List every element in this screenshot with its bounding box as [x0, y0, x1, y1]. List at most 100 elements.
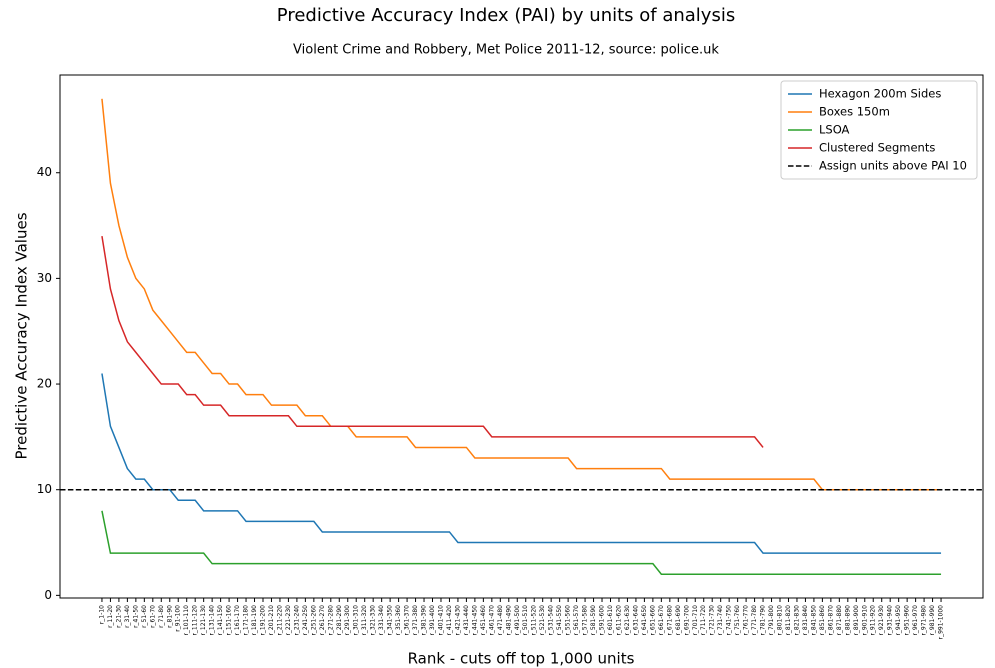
- x-tick-label: r_581-590: [590, 605, 597, 636]
- x-tick-label: r_531-540: [548, 605, 555, 636]
- series-line: [101, 510, 942, 575]
- x-axis-label: Rank - cuts off top 1,000 units: [408, 650, 635, 668]
- y-tick-label: 40: [37, 165, 52, 179]
- x-tick-label: r_211-220: [276, 605, 283, 636]
- x-tick-label: r_701-710: [692, 605, 699, 636]
- x-tick-label: r_491-500: [514, 605, 521, 636]
- y-tick-label: 30: [37, 271, 52, 285]
- x-tick-label: r_791-800: [768, 605, 775, 636]
- x-tick-label: r_321-330: [370, 605, 377, 636]
- x-tick-label: r_341-350: [387, 605, 394, 636]
- x-tick-label: r_21-30: [115, 605, 122, 628]
- x-tick-label: r_241-250: [302, 605, 309, 636]
- x-tick-label: r_271-280: [327, 605, 334, 636]
- x-tick-label: r_411-420: [446, 605, 453, 636]
- x-tick-label: r_751-760: [734, 605, 741, 636]
- x-tick-label: r_371-380: [412, 605, 419, 636]
- x-tick-label: r_481-490: [505, 605, 512, 636]
- x-tick-label: r_151-160: [226, 605, 233, 636]
- x-tick-label: r_631-640: [632, 605, 639, 636]
- x-tick-label: r_661-670: [658, 605, 665, 636]
- x-tick-label: r_71-80: [158, 605, 165, 628]
- x-tick-label: r_831-840: [802, 605, 809, 636]
- x-tick-label: r_981-990: [929, 605, 936, 636]
- x-tick-label: r_781-790: [760, 605, 767, 636]
- chart-subtitle: Violent Crime and Robbery, Met Police 20…: [293, 43, 719, 58]
- x-tick-label: r_731-740: [717, 605, 724, 636]
- x-tick-label: r_81-90: [166, 605, 173, 628]
- x-tick-label: r_121-130: [200, 605, 207, 636]
- x-tick-label: r_61-70: [149, 605, 156, 628]
- x-tick-label: r_301-310: [353, 605, 360, 636]
- x-tick-label: r_921-930: [878, 605, 885, 636]
- x-tick-label: r_101-110: [183, 605, 190, 636]
- x-tick-label: r_601-610: [607, 605, 614, 636]
- x-tick-label: r_141-150: [217, 605, 224, 636]
- legend-label: Assign units above PAI 10: [819, 159, 967, 173]
- x-tick-label: r_991-1000: [938, 605, 945, 640]
- x-tick-label: r_691-700: [683, 605, 690, 636]
- x-tick-label: r_201-210: [268, 605, 275, 636]
- x-tick-label: r_541-550: [556, 605, 563, 636]
- x-tick-label: r_291-300: [344, 605, 351, 636]
- legend-label: Hexagon 200m Sides: [819, 87, 941, 101]
- x-tick-label: r_31-40: [124, 605, 131, 628]
- x-tick-label: r_311-320: [361, 605, 368, 636]
- x-tick-label: r_401-410: [437, 605, 444, 636]
- x-tick-label: r_191-200: [259, 605, 266, 636]
- legend-label: Boxes 150m: [819, 105, 890, 119]
- x-tick-label: r_891-900: [853, 605, 860, 636]
- x-tick-label: r_251-260: [310, 605, 317, 636]
- x-tick-label: r_331-340: [378, 605, 385, 636]
- series-line: [101, 98, 942, 491]
- x-tick-label: r_431-440: [463, 605, 470, 636]
- x-tick-label: r_391-400: [429, 605, 436, 636]
- x-tick-label: r_501-510: [522, 605, 529, 636]
- x-tick-label: r_561-570: [573, 605, 580, 636]
- x-tick-label: r_641-650: [641, 605, 648, 636]
- x-tick-label: r_41-50: [132, 605, 139, 628]
- x-tick-label: r_421-430: [454, 605, 461, 636]
- x-tick-label: r_741-750: [726, 605, 733, 636]
- x-tick-label: r_871-880: [836, 605, 843, 636]
- x-tick-label: r_951-960: [904, 605, 911, 636]
- x-tick-label: r_1-10: [98, 605, 105, 624]
- chart-title: Predictive Accuracy Index (PAI) by units…: [277, 5, 735, 26]
- series-line: [101, 236, 764, 448]
- x-tick-label: r_591-600: [599, 605, 606, 636]
- x-tick-label: r_171-180: [243, 605, 250, 636]
- x-tick-label: r_571-580: [582, 605, 589, 636]
- x-tick-label: r_941-950: [895, 605, 902, 636]
- x-tick-label: r_111-120: [192, 605, 199, 636]
- x-tick-label: r_971-980: [921, 605, 928, 636]
- y-tick-label: 20: [37, 377, 52, 391]
- x-tick-label: r_761-770: [743, 605, 750, 636]
- x-tick-label: r_811-820: [785, 605, 792, 636]
- x-tick-label: r_131-140: [209, 605, 216, 636]
- legend-box: [780, 80, 978, 180]
- x-tick-label: r_281-290: [336, 605, 343, 636]
- x-tick-label: r_351-360: [395, 605, 402, 636]
- x-tick-label: r_801-810: [777, 605, 784, 636]
- x-tick-label: r_671-680: [666, 605, 673, 636]
- x-tick-label: r_901-910: [861, 605, 868, 636]
- x-tick-label: r_651-660: [649, 605, 656, 636]
- y-tick-label: 10: [37, 482, 52, 496]
- x-tick-label: r_261-270: [319, 605, 326, 636]
- x-tick-label: r_91-100: [175, 605, 182, 632]
- x-tick-label: r_611-620: [615, 605, 622, 636]
- x-tick-label: r_721-730: [709, 605, 716, 636]
- series-line: [101, 373, 942, 554]
- x-tick-label: r_471-480: [497, 605, 504, 636]
- x-tick-label: r_961-970: [912, 605, 919, 636]
- x-tick-label: r_441-450: [471, 605, 478, 636]
- x-tick-label: r_821-830: [793, 605, 800, 636]
- x-tick-label: r_681-690: [675, 605, 682, 636]
- x-tick-label: r_841-850: [810, 605, 817, 636]
- legend-label: Clustered Segments: [819, 141, 935, 155]
- x-tick-label: r_361-370: [404, 605, 411, 636]
- x-tick-label: r_521-530: [539, 605, 546, 636]
- x-tick-label: r_711-720: [700, 605, 707, 636]
- x-tick-label: r_911-920: [870, 605, 877, 636]
